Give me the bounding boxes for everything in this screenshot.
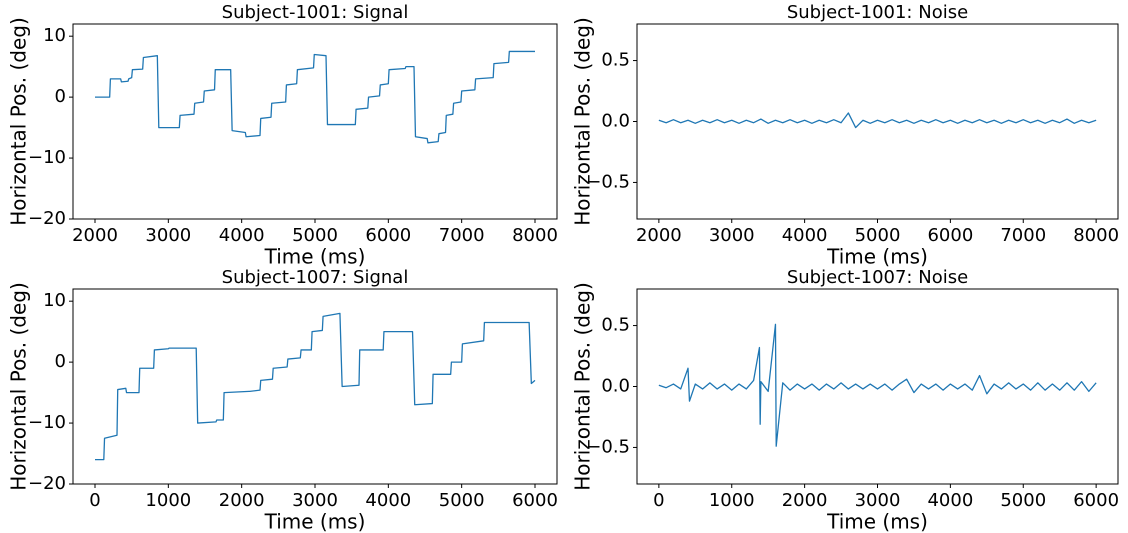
y-tick-label: −20 bbox=[28, 208, 66, 229]
y-tick-label: 0.5 bbox=[601, 50, 630, 71]
x-tick-label: 4000 bbox=[927, 490, 973, 511]
y-tick-label: 0.5 bbox=[601, 315, 630, 336]
x-tick-label: 0 bbox=[653, 490, 664, 511]
y-axis-label: Horizontal Pos. (deg) bbox=[571, 17, 595, 226]
x-tick-label: 5000 bbox=[1000, 490, 1046, 511]
axes-frame bbox=[636, 23, 1119, 220]
x-axis-label: Time (ms) bbox=[264, 510, 366, 533]
y-axis-label: Horizontal Pos. (deg) bbox=[7, 282, 31, 491]
x-tick-label: 7000 bbox=[1000, 225, 1046, 246]
y-tick-label: 0 bbox=[55, 351, 66, 372]
x-axis-label: Time (ms) bbox=[264, 245, 366, 269]
x-tick-label: 8000 bbox=[512, 225, 558, 246]
axes-frame bbox=[636, 288, 1119, 485]
y-tick-label: 0 bbox=[55, 86, 66, 107]
x-tick-label: 5000 bbox=[439, 490, 485, 511]
x-tick-label: 5000 bbox=[292, 225, 338, 246]
x-tick-label: 0 bbox=[89, 490, 100, 511]
y-tick-label: −20 bbox=[28, 473, 66, 494]
data-line bbox=[95, 312, 536, 461]
data-line bbox=[658, 112, 1097, 129]
x-tick-label: 2000 bbox=[636, 225, 682, 246]
data-line bbox=[95, 50, 535, 144]
y-tick-label: −10 bbox=[28, 412, 66, 433]
chart-title: Subject-1001: Signal bbox=[222, 2, 409, 23]
x-tick-label: 8000 bbox=[1073, 225, 1119, 246]
x-tick-label: 3000 bbox=[709, 225, 755, 246]
y-tick-label: 0.0 bbox=[601, 376, 630, 397]
data-line bbox=[658, 323, 1097, 447]
y-tick-label: 10 bbox=[43, 25, 66, 46]
x-tick-label: 6000 bbox=[927, 225, 973, 246]
x-tick-label: 3000 bbox=[145, 225, 191, 246]
chart-title: Subject-1001: Noise bbox=[787, 2, 968, 23]
x-tick-label: 1000 bbox=[145, 490, 191, 511]
y-axis-label: Horizontal Pos. (deg) bbox=[571, 282, 595, 491]
y-tick-label: 0.0 bbox=[601, 111, 630, 132]
x-tick-label: 4000 bbox=[365, 490, 411, 511]
x-axis-label: Time (ms) bbox=[826, 245, 928, 269]
x-tick-label: 5000 bbox=[855, 225, 901, 246]
x-tick-label: 2000 bbox=[72, 225, 118, 246]
x-axis-label: Time (ms) bbox=[826, 510, 928, 533]
x-tick-label: 6000 bbox=[1073, 490, 1119, 511]
x-tick-label: 2000 bbox=[219, 490, 265, 511]
x-tick-label: 4000 bbox=[219, 225, 265, 246]
y-tick-label: −10 bbox=[28, 147, 66, 168]
x-tick-label: 6000 bbox=[512, 490, 558, 511]
x-tick-label: 1000 bbox=[709, 490, 755, 511]
x-tick-label: 6000 bbox=[365, 225, 411, 246]
chart-title: Subject-1007: Noise bbox=[787, 267, 968, 288]
y-axis-label: Horizontal Pos. (deg) bbox=[7, 17, 31, 226]
x-tick-label: 4000 bbox=[782, 225, 828, 246]
y-tick-label: −0.5 bbox=[586, 436, 630, 457]
y-tick-label: −0.5 bbox=[586, 171, 630, 192]
y-tick-label: 10 bbox=[43, 290, 66, 311]
x-tick-label: 7000 bbox=[439, 225, 485, 246]
x-tick-label: 2000 bbox=[782, 490, 828, 511]
chart-title: Subject-1007: Signal bbox=[222, 267, 409, 288]
x-tick-label: 3000 bbox=[292, 490, 338, 511]
x-tick-label: 3000 bbox=[855, 490, 901, 511]
axes-frame bbox=[72, 23, 558, 220]
axes-frame bbox=[72, 288, 558, 485]
